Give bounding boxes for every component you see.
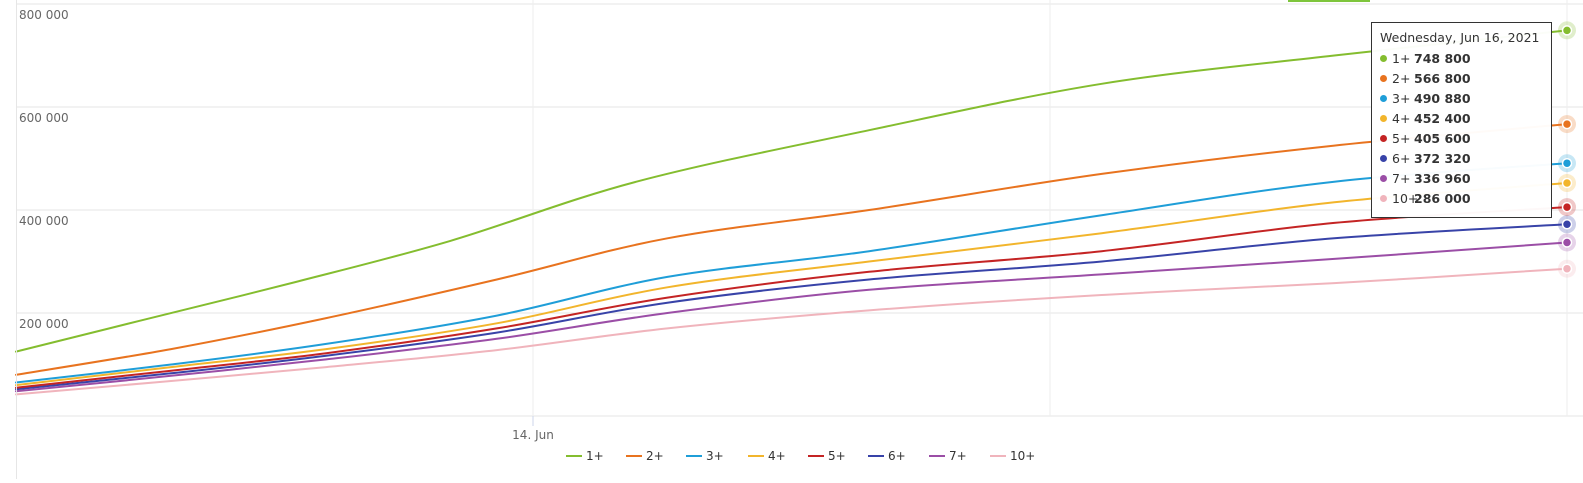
legend-label: 6+ <box>888 449 906 463</box>
tooltip-series-dot <box>1380 74 1387 82</box>
tooltip-row: 4+ 452 400 <box>1380 108 1551 128</box>
hover-point <box>1561 201 1573 213</box>
legend-item-7plus: 7+ <box>929 449 967 463</box>
legend-label: 1+ <box>586 449 604 463</box>
legend-item-2plus: 2+ <box>626 449 664 463</box>
tooltip-series-dot <box>1380 114 1387 122</box>
tooltip-row: 3+ 490 880 <box>1380 88 1551 108</box>
tooltip-series-value: 452 400 <box>1414 110 1471 126</box>
hover-markers <box>1558 21 1576 278</box>
grid-lines <box>16 0 1583 417</box>
tooltip-row: 5+ 405 600 <box>1380 128 1551 148</box>
series-line-2plus <box>15 123 1568 376</box>
tooltip: Wednesday, Jun 16, 2021 1+ 748 800 2+ 566 8… <box>1371 22 1552 218</box>
legend-label: 5+ <box>828 449 846 463</box>
tooltip-series-value: 748 800 <box>1414 50 1471 66</box>
hover-point <box>1561 263 1573 274</box>
tooltip-series-name: 1+ <box>1392 50 1411 66</box>
tooltip-row: 6+ 372 320 <box>1380 148 1551 168</box>
tooltip-series-name: 2+ <box>1392 70 1411 86</box>
hover-point <box>1561 25 1573 36</box>
tooltip-title: Wednesday, Jun 16, 2021 <box>1380 30 1540 45</box>
tooltip-series-value: 566 800 <box>1414 70 1471 86</box>
y-axis-ticks: 200 000 400 000 600 000 800 000 <box>19 8 69 331</box>
x-tick-label: 14. Jun <box>512 428 554 442</box>
tooltip-series-dot <box>1380 54 1387 62</box>
tooltip-series-name: 4+ <box>1392 110 1411 126</box>
hover-point <box>1561 157 1573 169</box>
hover-point <box>1561 118 1573 130</box>
tooltip-series-name: 6+ <box>1392 150 1411 166</box>
legend-label: 10+ <box>1010 449 1035 463</box>
tooltip-series-name: 3+ <box>1392 90 1411 106</box>
series-line-7plus <box>15 241 1568 393</box>
y-tick-label: 200 000 <box>19 317 69 331</box>
hover-point <box>1561 237 1573 248</box>
legend-label: 7+ <box>949 449 967 463</box>
legend-label: 2+ <box>646 449 664 463</box>
hover-point <box>1561 177 1573 189</box>
legend-item-5plus: 5+ <box>808 449 846 463</box>
left-border <box>16 0 17 479</box>
legend-item-6plus: 6+ <box>868 449 906 463</box>
legend: 1+ 2+ 3+ 4+ 5+ 6+ 7+ 10+ <box>566 449 1035 463</box>
top-accent-bar <box>1288 0 1370 2</box>
tooltip-series-value: 405 600 <box>1414 130 1471 146</box>
tooltip-series-dot <box>1380 94 1387 102</box>
tooltip-series-value: 490 880 <box>1414 90 1471 106</box>
series-line-6plus <box>15 223 1568 391</box>
tooltip-series-name: 7+ <box>1392 170 1411 186</box>
tooltip-series-value: 336 960 <box>1414 170 1471 186</box>
legend-label: 4+ <box>768 449 786 463</box>
legend-item-1plus: 1+ <box>566 449 604 463</box>
tooltip-rows: 1+ 748 800 2+ 566 800 3+ 490 880 4+ 452 400 5+ 40… <box>1380 48 1551 208</box>
tooltip-series-value: 372 320 <box>1414 150 1471 166</box>
tooltip-row: 2+ 566 800 <box>1380 68 1551 88</box>
y-tick-label: 800 000 <box>19 8 69 22</box>
series-line-3plus <box>15 162 1568 384</box>
tooltip-series-dot <box>1380 134 1387 142</box>
tooltip-series-dot <box>1380 174 1387 182</box>
x-axis-ticks: 14. Jun <box>512 416 554 442</box>
tooltip-row: 10+ 286 000 <box>1380 188 1551 208</box>
legend-item-10plus: 10+ <box>990 449 1035 463</box>
series-line-1plus <box>15 29 1568 353</box>
series-line-10plus <box>15 267 1568 396</box>
tooltip-series-name: 5+ <box>1392 130 1411 146</box>
series-line-4plus <box>15 182 1568 387</box>
y-tick-label: 600 000 <box>19 111 69 125</box>
tooltip-series-dot <box>1380 194 1387 202</box>
series-line-5plus <box>15 206 1568 389</box>
legend-item-3plus: 3+ <box>686 449 724 463</box>
legend-item-4plus: 4+ <box>748 449 786 463</box>
tooltip-row: 7+ 336 960 <box>1380 168 1551 188</box>
tooltip-series-dot <box>1380 154 1387 162</box>
hover-point <box>1561 219 1573 230</box>
y-tick-label: 400 000 <box>19 214 69 228</box>
tooltip-row: 1+ 748 800 <box>1380 48 1551 68</box>
tooltip-series-name: 10+ <box>1392 190 1419 206</box>
legend-label: 3+ <box>706 449 724 463</box>
series-lines <box>15 29 1568 396</box>
tooltip-series-value: 286 000 <box>1414 190 1471 206</box>
